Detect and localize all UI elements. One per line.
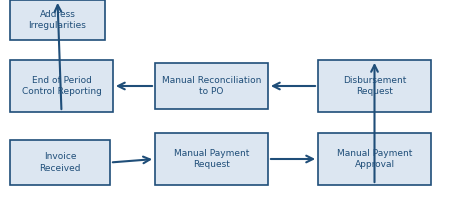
Text: Manual Payment
Request: Manual Payment Request — [174, 149, 249, 169]
Text: Manual Payment
Approval: Manual Payment Approval — [337, 149, 412, 169]
Text: Invoice
Received: Invoice Received — [39, 152, 81, 173]
FancyBboxPatch shape — [155, 63, 268, 109]
FancyBboxPatch shape — [155, 133, 268, 185]
FancyBboxPatch shape — [10, 140, 110, 185]
FancyBboxPatch shape — [10, 60, 113, 112]
FancyBboxPatch shape — [10, 0, 105, 40]
Text: End of Period
Control Reporting: End of Period Control Reporting — [22, 76, 101, 96]
FancyBboxPatch shape — [318, 60, 431, 112]
FancyBboxPatch shape — [318, 133, 431, 185]
Text: Manual Reconciliation
to PO: Manual Reconciliation to PO — [162, 76, 261, 96]
Text: Address
Irregularities: Address Irregularities — [28, 10, 87, 30]
Text: Disbursement
Request: Disbursement Request — [343, 76, 406, 96]
